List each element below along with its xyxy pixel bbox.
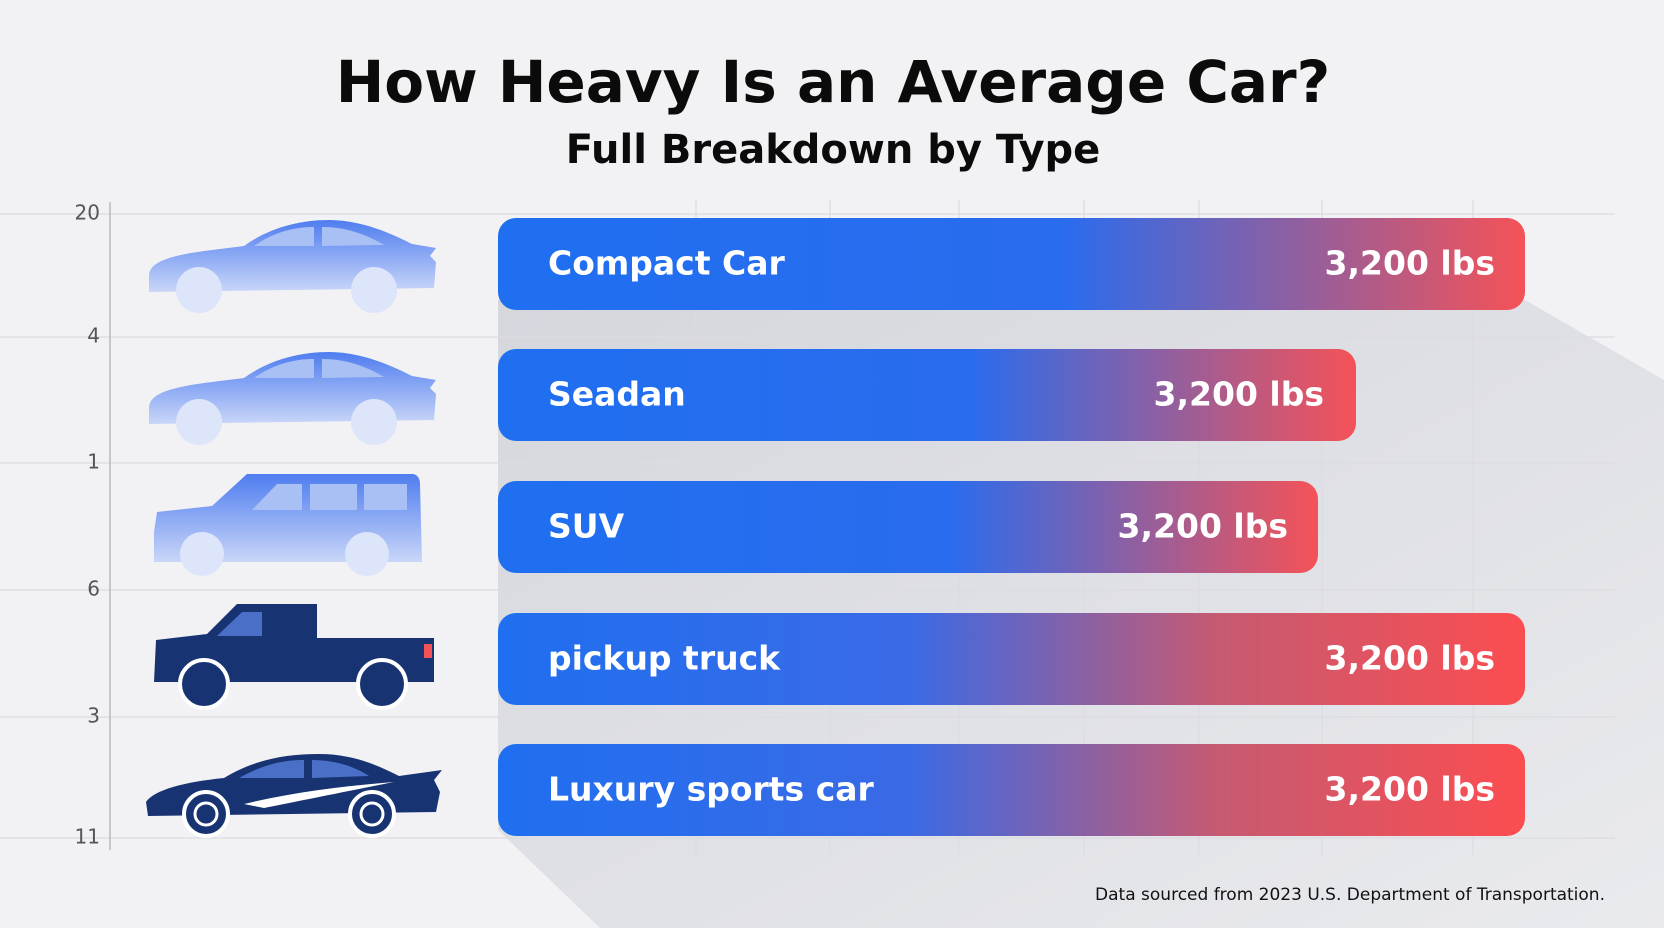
car-icon <box>149 220 436 313</box>
axis-label: 4 <box>87 324 100 348</box>
car-icon <box>149 352 436 445</box>
axis-label: 6 <box>87 577 100 601</box>
axis-label: 3 <box>87 704 100 728</box>
bar <box>498 744 1525 836</box>
row-value: 3,200 lbs <box>1325 244 1495 283</box>
sports-car-icon <box>146 754 442 838</box>
axis-label: 20 <box>75 201 100 225</box>
row: Seadan 3,200 lbs <box>498 349 1356 441</box>
row-label: pickup truck <box>548 639 781 678</box>
row-label: Luxury sports car <box>548 770 875 809</box>
bar <box>498 481 1318 573</box>
row-value: 3,200 lbs <box>1325 639 1495 678</box>
truck-icon <box>154 604 434 710</box>
row: SUV 3,200 lbs <box>498 481 1318 573</box>
row-label: Seadan <box>548 375 686 414</box>
row: Compact Car 3,200 lbs <box>498 218 1525 310</box>
row-value: 3,200 lbs <box>1118 507 1288 546</box>
row-value: 3,200 lbs <box>1154 375 1324 414</box>
suv-icon <box>154 474 422 576</box>
bar <box>498 349 1356 441</box>
row-value: 3,200 lbs <box>1325 770 1495 809</box>
axis-label: 1 <box>87 450 100 474</box>
axis-label: 11 <box>75 825 100 849</box>
bar <box>498 613 1525 705</box>
bar <box>498 218 1525 310</box>
row-label: SUV <box>548 507 625 546</box>
title: How Heavy Is an Average Car? <box>336 48 1331 116</box>
row-label: Compact Car <box>548 244 785 283</box>
row: Luxury sports car 3,200 lbs <box>498 744 1525 836</box>
subtitle: Full Breakdown by Type <box>566 127 1101 173</box>
source-note: Data sourced from 2023 U.S. Department o… <box>1095 885 1605 905</box>
row: pickup truck 3,200 lbs <box>498 613 1525 705</box>
